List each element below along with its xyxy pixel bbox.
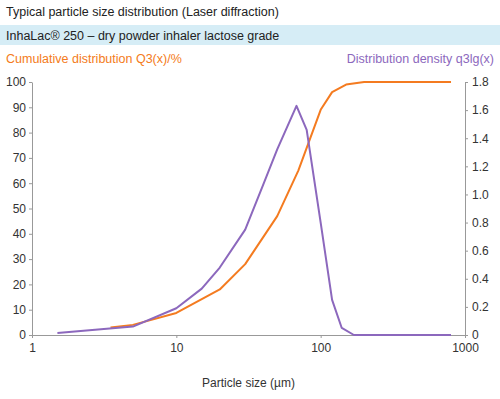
tick-label: 1.2: [472, 160, 489, 174]
tick-mark: [465, 223, 468, 224]
y-axis: 0 10 20 30 40 50 60 70 80 90 100: [6, 75, 33, 342]
y2-axis: 0 0.2 0.4 0.6 0.8 1.0 1.2 1.4 1.6 1.8: [465, 75, 489, 342]
x-axis: 1 10 100 1000: [29, 335, 479, 355]
tick: 10: [13, 303, 32, 317]
subtitle-band: [0, 25, 500, 45]
tick-mark: [321, 335, 322, 338]
tick-mark: [465, 307, 468, 308]
tick: 90: [13, 101, 32, 115]
tick-label: 10: [170, 341, 184, 355]
tick-label: 60: [13, 177, 27, 191]
axis-line: [465, 83, 466, 336]
tick-label: 0: [19, 328, 26, 342]
tick-mark: [465, 166, 468, 167]
tick: 0: [19, 328, 32, 342]
tick-mark: [29, 259, 32, 260]
tick-label: 1.8: [472, 75, 489, 89]
tick-mark: [465, 279, 468, 280]
tick-mark: [29, 82, 32, 83]
tick-mark: [29, 158, 32, 159]
tick-mark: [465, 82, 468, 83]
tick-mark: [29, 183, 32, 184]
tick-label: 0.8: [472, 216, 489, 230]
tick-mark: [465, 138, 468, 139]
axis-line: [32, 83, 33, 336]
tick-mark: [465, 110, 468, 111]
line: [57, 106, 451, 335]
line: [111, 82, 451, 327]
tick-mark: [29, 284, 32, 285]
tick-label: 0: [472, 328, 479, 342]
chart: Typical particle size distribution (Lase…: [0, 0, 500, 399]
plot-area: [57, 82, 451, 335]
tick: 0.2: [465, 300, 489, 314]
tick: 20: [13, 278, 32, 292]
tick: 1.8: [465, 75, 489, 89]
tick-label: 1000: [452, 341, 479, 355]
tick-mark: [29, 133, 32, 134]
tick-label: 0.4: [472, 272, 489, 286]
tick-mark: [465, 335, 468, 336]
tick: 10: [170, 335, 184, 355]
tick: 50: [13, 202, 32, 216]
tick-label: 1: [29, 341, 36, 355]
tick: 0: [465, 328, 479, 342]
tick-label: 0.2: [472, 300, 489, 314]
tick-mark: [465, 251, 468, 252]
tick: 70: [13, 151, 32, 165]
tick-label: 1.6: [472, 103, 489, 117]
tick: 0.6: [465, 244, 489, 258]
tick-label: 0.6: [472, 244, 489, 258]
tick-label: 50: [13, 202, 27, 216]
tick: 80: [13, 126, 32, 140]
tick-mark: [29, 209, 32, 210]
tick-label: 10: [13, 303, 27, 317]
tick-label: 1.0: [472, 188, 489, 202]
tick-label: 80: [13, 126, 27, 140]
tick-label: 20: [13, 278, 27, 292]
y2-axis-title: Distribution density q3lg(x): [347, 52, 494, 66]
tick: 40: [13, 227, 32, 241]
tick-mark: [29, 335, 32, 336]
tick-label: 40: [13, 227, 27, 241]
tick: 1.6: [465, 103, 489, 117]
tick: 30: [13, 252, 32, 266]
tick-label: 90: [13, 101, 27, 115]
tick: 60: [13, 177, 32, 191]
tick: 1.4: [465, 132, 489, 146]
tick-mark: [465, 194, 468, 195]
tick-mark: [29, 234, 32, 235]
tick-label: 70: [13, 151, 27, 165]
tick-label: 100: [6, 75, 26, 89]
tick: 100: [311, 335, 331, 355]
tick-label: 30: [13, 252, 27, 266]
tick-label: 1.4: [472, 132, 489, 146]
x-axis-title: Particle size (µm): [202, 376, 295, 390]
tick-label: 100: [311, 341, 331, 355]
tick-mark: [29, 310, 32, 311]
tick-mark: [29, 107, 32, 108]
y-axis-title: Cumulative distribution Q3(x)/%: [6, 52, 182, 66]
tick: 100: [6, 75, 32, 89]
tick-mark: [176, 335, 177, 338]
tick: 1: [29, 335, 36, 355]
title: Typical particle size distribution (Lase…: [6, 5, 279, 19]
tick: 0.8: [465, 216, 489, 230]
tick: 0.4: [465, 272, 489, 286]
subtitle: InhaLac® 250 – dry powder inhaler lactos…: [6, 29, 279, 43]
tick: 1.2: [465, 160, 489, 174]
tick: 1.0: [465, 188, 489, 202]
